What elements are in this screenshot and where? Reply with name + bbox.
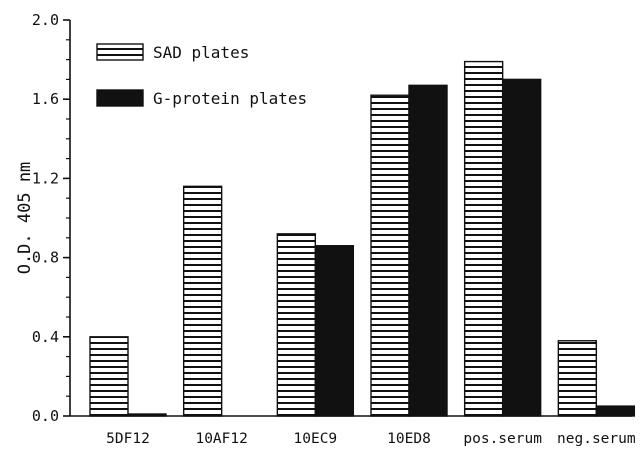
legend-swatch-sad-plates — [96, 43, 144, 61]
bar-sad-plates — [557, 340, 598, 417]
x-tick-label: 10ED8 — [387, 431, 431, 447]
bar-g-protein-plates — [501, 78, 542, 417]
y-tick-label: 0.8 — [32, 249, 59, 267]
y-tick-label: 2.0 — [32, 11, 59, 29]
legend-label-sad-plates: SAD plates — [153, 43, 249, 62]
legend: SAD plates G-protein plates — [96, 43, 307, 108]
bar-sad-plates — [276, 233, 317, 417]
x-tick-label: 10AF12 — [195, 431, 247, 447]
legend-label-g-protein-plates: G-protein plates — [153, 89, 307, 108]
y-tick-label: 0.0 — [32, 407, 59, 425]
y-tick-label: 1.2 — [32, 169, 59, 187]
bar-g-protein-plates — [595, 405, 636, 417]
bar-sad-plates — [370, 94, 410, 417]
y-tick-label: 0.4 — [32, 328, 59, 346]
y-axis: 0.0 0.4 0.8 1.2 1.6 2.0 — [32, 11, 71, 425]
x-tick-label: 10EC9 — [294, 431, 338, 447]
bar-g-protein-plates — [127, 413, 167, 417]
bar-sad-plates — [463, 60, 504, 417]
x-tick-label: 5DF12 — [106, 431, 150, 447]
bar-g-protein-plates — [314, 245, 355, 417]
bar-sad-plates — [89, 336, 129, 417]
legend-swatch-g-protein-plates — [96, 89, 144, 107]
bars — [89, 60, 636, 417]
y-axis-title: O.D. 405 nm — [15, 162, 35, 275]
x-axis: 5DF12 10AF12 10EC9 10ED8 pos.serum neg.serum — [70, 415, 636, 447]
bar-g-protein-plates — [408, 84, 448, 417]
x-tick-label: pos.serum — [463, 431, 542, 447]
x-tick-label: neg.serum — [557, 431, 636, 447]
bar-sad-plates — [182, 185, 223, 417]
y-tick-label: 1.6 — [32, 90, 59, 108]
